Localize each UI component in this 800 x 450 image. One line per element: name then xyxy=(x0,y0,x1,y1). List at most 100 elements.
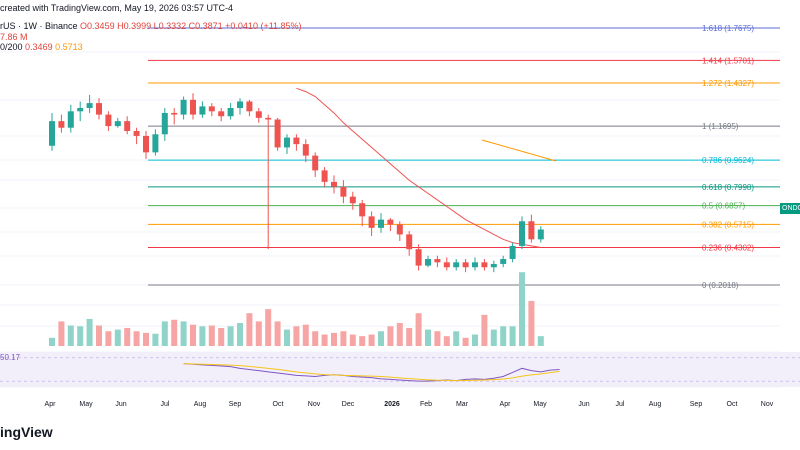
candle-body xyxy=(161,112,168,135)
x-axis-tick-label: Nov xyxy=(761,401,774,408)
candle-body xyxy=(49,121,55,146)
fib-level-label: 0.5 (0.6857) xyxy=(702,202,745,211)
candle-body xyxy=(462,262,469,268)
volume-bar xyxy=(237,323,243,346)
symbol-label: rUS · 1W · Binance xyxy=(0,21,78,31)
fib-level-label: 0 (0.2018) xyxy=(702,281,739,290)
candle-body xyxy=(227,108,234,117)
candle-body xyxy=(396,224,403,235)
volume-bar xyxy=(415,313,422,346)
fib-level-label: 0.382 (0.5715) xyxy=(702,220,754,229)
volume-bar xyxy=(443,336,450,346)
x-axis-tick-label: Sep xyxy=(229,401,242,408)
candle-body xyxy=(500,259,507,264)
candle-body xyxy=(537,229,544,240)
candle-body xyxy=(105,114,112,127)
volume-bar xyxy=(265,309,272,346)
volume-bar xyxy=(340,331,347,346)
volume-bar xyxy=(114,329,121,346)
x-axis-tick-label: Apr xyxy=(500,401,512,408)
volume-bar xyxy=(359,336,366,346)
volume-bar xyxy=(105,331,112,346)
x-axis-tick-label: Jul xyxy=(616,401,625,408)
rsi-value: 50.17 xyxy=(0,353,21,362)
candle-body xyxy=(312,155,319,171)
fib-level-label: 1 (1.1695) xyxy=(702,122,739,131)
candle-body xyxy=(171,112,178,115)
volume-bar xyxy=(152,333,159,346)
candle-body xyxy=(96,103,102,115)
volume-bar xyxy=(500,326,507,346)
volume-bar xyxy=(255,321,262,346)
volume-bar xyxy=(453,331,460,346)
candle-body xyxy=(453,262,460,268)
x-axis-tick-label: Nov xyxy=(308,401,321,408)
volume-bar xyxy=(481,314,488,346)
volume-bar xyxy=(86,318,93,346)
volume-bar xyxy=(472,334,478,346)
x-axis-tick-label: 2026 xyxy=(384,401,400,408)
trend-segment xyxy=(481,139,557,162)
candle-body xyxy=(443,262,450,268)
volume-bar xyxy=(77,326,84,346)
candle-body xyxy=(331,181,337,187)
moving-average-line xyxy=(296,87,541,249)
rsi-readout: 50.17 xyxy=(0,353,20,362)
volume-bar xyxy=(425,329,431,346)
candle-body xyxy=(274,119,281,148)
volume-value: 7.86 M xyxy=(0,32,28,42)
volume-bar xyxy=(537,336,544,346)
candle-body xyxy=(237,101,243,109)
volume-bar xyxy=(218,327,225,346)
candle-body xyxy=(415,249,422,266)
x-axis-tick-label: Aug xyxy=(194,401,207,408)
x-axis-tick-label: Jun xyxy=(578,401,589,408)
candle-body xyxy=(302,144,309,156)
fib-level-label: 1.618 (1.7675) xyxy=(702,24,754,33)
volume-bar xyxy=(58,321,65,346)
rsi-line xyxy=(183,363,560,382)
candle-body xyxy=(218,111,225,117)
candle-body xyxy=(425,259,431,266)
volume-bar xyxy=(302,324,309,346)
volume-bar xyxy=(67,325,74,346)
candle-body xyxy=(509,245,516,260)
volume-bar xyxy=(331,332,337,346)
ohlc-values: O0.3459 H0.3999 L0.3332 C0.3871 +0.0410 … xyxy=(80,21,302,31)
volume-bar xyxy=(519,272,525,346)
fib-level-label: 0.236 (0.4302) xyxy=(702,244,754,253)
candle-body xyxy=(265,117,272,120)
x-axis-tick-label: Feb xyxy=(420,401,432,408)
volume-bar xyxy=(161,321,168,346)
x-axis-tick-label: Apr xyxy=(45,401,57,408)
candle-body xyxy=(133,131,140,136)
x-axis-tick-label: Jul xyxy=(161,401,170,408)
x-axis-tick-label: May xyxy=(533,401,547,408)
volume-bar xyxy=(509,326,516,346)
candle-body xyxy=(340,186,347,197)
volume-readout: 7.86 M xyxy=(0,32,28,42)
volume-bar xyxy=(227,326,234,346)
x-axis-tick-label: Sep xyxy=(690,401,703,408)
candle-body xyxy=(208,106,215,112)
volume-bar xyxy=(312,331,319,346)
candle-body xyxy=(86,103,93,109)
candle-body xyxy=(359,203,366,217)
volume-bar xyxy=(49,337,55,346)
candle-body xyxy=(255,111,262,118)
volume-bar xyxy=(368,334,375,346)
volume-bar xyxy=(434,331,441,346)
volume-bar xyxy=(284,329,290,346)
volume-bar xyxy=(528,300,535,346)
candle-body xyxy=(434,259,441,263)
volume-bar xyxy=(387,326,394,346)
fib-level-label: 0.786 (0.9624) xyxy=(702,156,754,165)
volume-bar xyxy=(180,321,187,346)
candle-body xyxy=(190,99,196,115)
tradingview-logo: ingView xyxy=(0,424,53,440)
candle-body xyxy=(387,219,394,225)
ma-label: 0/200 xyxy=(0,42,23,52)
candle-body xyxy=(143,135,149,153)
volume-bar xyxy=(171,319,178,346)
